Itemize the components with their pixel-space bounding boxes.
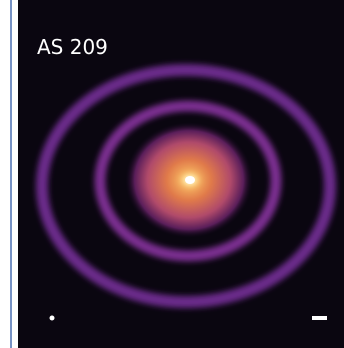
figure: AS 209 [0, 0, 344, 348]
core-center [185, 176, 195, 184]
source-label: AS 209 [37, 35, 108, 59]
scale-bar [312, 316, 327, 320]
beam [50, 316, 55, 321]
disk-image: AS 209 [18, 0, 344, 348]
page: AS 209 (() => { const data = JSON.parse(… [0, 0, 344, 348]
